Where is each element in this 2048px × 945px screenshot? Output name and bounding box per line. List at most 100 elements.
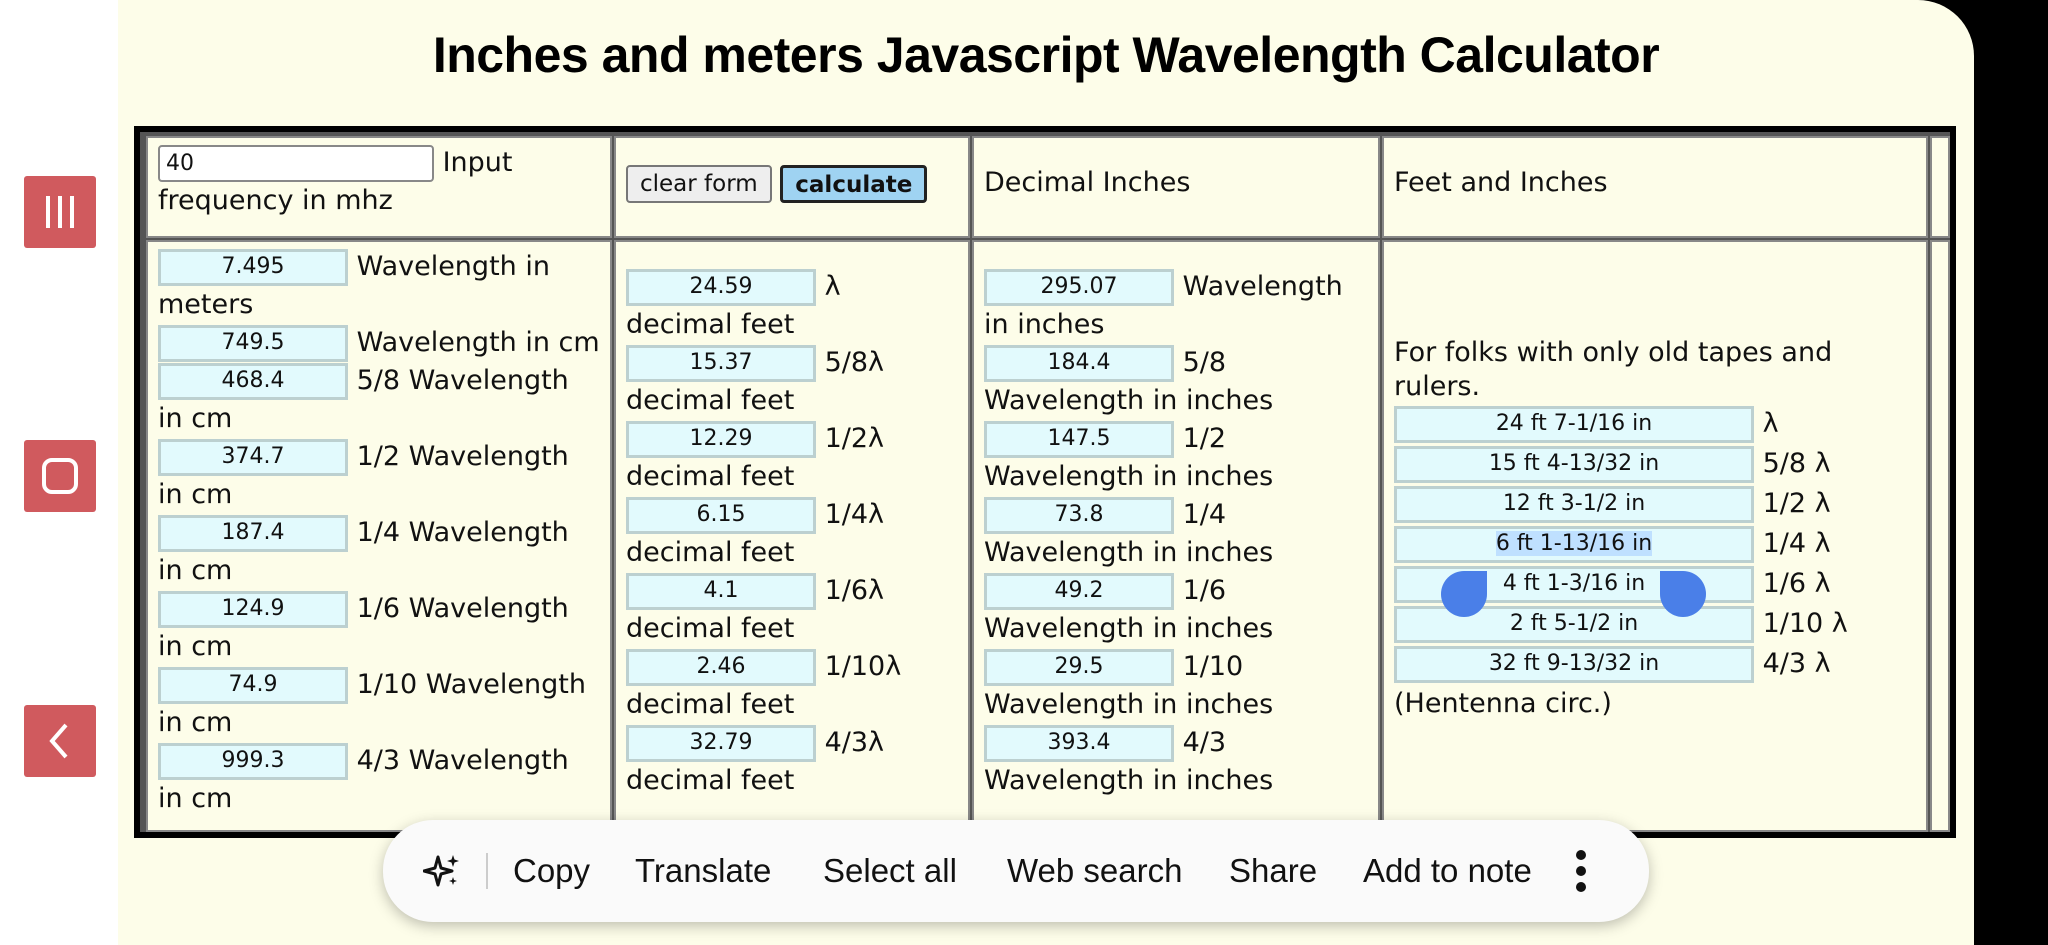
- inches-label: Wavelength: [1182, 271, 1343, 302]
- ft-in-field[interactable]: 15 ft 4-13/32 in: [1394, 446, 1754, 483]
- back-icon: [49, 723, 68, 759]
- selection-handle-right[interactable]: [1660, 571, 1706, 617]
- inches-field[interactable]: 49.2: [984, 573, 1174, 610]
- ft-in-field[interactable]: 32 ft 9-13/32 in: [1394, 646, 1754, 683]
- calculate-button[interactable]: calculate: [780, 164, 928, 203]
- cm-field[interactable]: 124.9: [158, 591, 348, 628]
- ft-in-field[interactable]: 24 ft 7-1/16 in: [1394, 406, 1754, 443]
- select-all-button[interactable]: Select all: [823, 852, 957, 889]
- feet-label: 5/8λ: [824, 347, 885, 378]
- sparkle-icon[interactable]: [423, 853, 461, 891]
- ft-in-label: 5/8 λ: [1762, 448, 1831, 479]
- decimal-inches-column: 295.07 Wavelength in inches 184.4 5/8 Wa…: [972, 240, 1380, 832]
- inches-label-2: Wavelength in inches: [984, 385, 1274, 416]
- inches-field[interactable]: 73.8: [984, 497, 1174, 534]
- ft-in-label: 1/6 λ: [1762, 568, 1831, 599]
- page-title: Inches and meters Javascript Wavelength …: [432, 27, 1660, 83]
- feet-label-2: decimal feet: [626, 309, 795, 340]
- inches-field[interactable]: 29.5: [984, 649, 1174, 686]
- wavelength-meters-label: Wavelength in: [356, 251, 550, 282]
- ft-in-label: λ: [1762, 408, 1779, 439]
- cm-label-2: in cm: [158, 783, 233, 814]
- wavelength-cm-label: Wavelength in cm: [356, 327, 600, 358]
- wavelength-cm-field[interactable]: 749.5: [158, 325, 348, 362]
- inches-label: 1/2: [1182, 423, 1227, 454]
- inches-field[interactable]: 393.4: [984, 725, 1174, 762]
- feet-inches-header: Feet and Inches: [1382, 136, 1928, 238]
- feet-label-2: decimal feet: [626, 689, 795, 720]
- web-search-button[interactable]: Web search: [1007, 852, 1183, 889]
- feet-field[interactable]: 6.15: [626, 497, 816, 534]
- web-page: Inches and meters Javascript Wavelength …: [118, 0, 1974, 945]
- ft-in-label: 4/3 λ: [1762, 648, 1831, 679]
- feet-field[interactable]: 4.1: [626, 573, 816, 610]
- feet-field[interactable]: 2.46: [626, 649, 816, 686]
- add-to-note-button[interactable]: Add to note: [1363, 852, 1532, 889]
- decimal-feet-column: 24.59 λ decimal feet 15.37 5/8λ decimal …: [614, 240, 970, 832]
- toolbar-divider: [486, 853, 488, 889]
- inches-field[interactable]: 147.5: [984, 421, 1174, 458]
- inches-label-2: Wavelength in inches: [984, 765, 1274, 796]
- header-spacer: [1930, 136, 1950, 238]
- cm-field[interactable]: 374.7: [158, 439, 348, 476]
- feet-label: 4/3λ: [824, 727, 885, 758]
- ft-in-label: 1/10 λ: [1762, 608, 1848, 639]
- recent-apps-icon: [46, 196, 74, 228]
- inches-label: 1/10: [1182, 651, 1244, 682]
- wavelength-meters-label-2: meters: [158, 289, 254, 320]
- ft-in-field[interactable]: 2 ft 5-1/2 in: [1394, 606, 1754, 643]
- cm-field[interactable]: 999.3: [158, 743, 348, 780]
- cm-label: 1/2 Wavelength: [356, 441, 569, 472]
- cm-label-2: in cm: [158, 707, 233, 738]
- ft-in-label: 1/2 λ: [1762, 488, 1831, 519]
- ft-in-field[interactable]: 12 ft 3-1/2 in: [1394, 486, 1754, 523]
- feet-label: 1/4λ: [824, 499, 885, 530]
- feet-field[interactable]: 12.29: [626, 421, 816, 458]
- cm-label-2: in cm: [158, 555, 233, 586]
- feet-label-2: decimal feet: [626, 385, 795, 416]
- cm-label-2: in cm: [158, 403, 233, 434]
- ft-in-intro-2: rulers.: [1394, 371, 1481, 402]
- selected-text: 6 ft 1-13/16 in: [1495, 531, 1653, 556]
- frequency-input[interactable]: 40: [158, 145, 434, 182]
- feet-label: 1/10λ: [824, 651, 902, 682]
- recent-apps-button[interactable]: [24, 176, 96, 248]
- ft-in-field-selected[interactable]: 6 ft 1-13/16 in: [1394, 526, 1754, 563]
- feet-label-2: decimal feet: [626, 537, 795, 568]
- feet-inches-title: Feet and Inches: [1394, 167, 1608, 198]
- input-label: Input: [442, 147, 513, 178]
- selection-handle-left[interactable]: [1441, 571, 1487, 617]
- buttons-cell: clear form calculate: [614, 136, 970, 238]
- cm-label: 1/6 Wavelength: [356, 593, 569, 624]
- feet-label: 1/6λ: [824, 575, 885, 606]
- scrollbar-track[interactable]: [1930, 240, 1950, 832]
- wavelength-meters-field[interactable]: 7.495: [158, 249, 348, 286]
- feet-field[interactable]: 15.37: [626, 345, 816, 382]
- cm-field[interactable]: 74.9: [158, 667, 348, 704]
- feet-field[interactable]: 24.59: [626, 269, 816, 306]
- inches-label: 5/8: [1182, 347, 1227, 378]
- translate-button[interactable]: Translate: [635, 852, 772, 889]
- cm-label: 5/8 Wavelength: [356, 365, 569, 396]
- share-button[interactable]: Share: [1229, 852, 1318, 889]
- cm-column: 7.495 Wavelength in meters 749.5 Wavelen…: [146, 240, 612, 832]
- inches-field[interactable]: 184.4: [984, 345, 1174, 382]
- back-button[interactable]: [24, 705, 96, 777]
- inches-label-2: Wavelength in inches: [984, 537, 1274, 568]
- feet-field[interactable]: 32.79: [626, 725, 816, 762]
- inches-label: 1/4: [1182, 499, 1227, 530]
- more-vert-icon[interactable]: [1575, 849, 1587, 893]
- cm-label-2: in cm: [158, 479, 233, 510]
- frequency-label: frequency in mhz: [158, 185, 393, 216]
- home-button[interactable]: [24, 440, 96, 512]
- hentenna-note: (Hentenna circ.): [1394, 688, 1612, 719]
- copy-button[interactable]: Copy: [513, 852, 591, 889]
- inches-label-2: Wavelength in inches: [984, 613, 1274, 644]
- feet-label: 1/2λ: [824, 423, 885, 454]
- home-icon: [42, 458, 78, 494]
- cm-field[interactable]: 187.4: [158, 515, 348, 552]
- cm-field[interactable]: 468.4: [158, 363, 348, 400]
- inches-field[interactable]: 295.07: [984, 269, 1174, 306]
- feet-label-2: decimal feet: [626, 613, 795, 644]
- clear-form-button[interactable]: clear form: [626, 164, 772, 203]
